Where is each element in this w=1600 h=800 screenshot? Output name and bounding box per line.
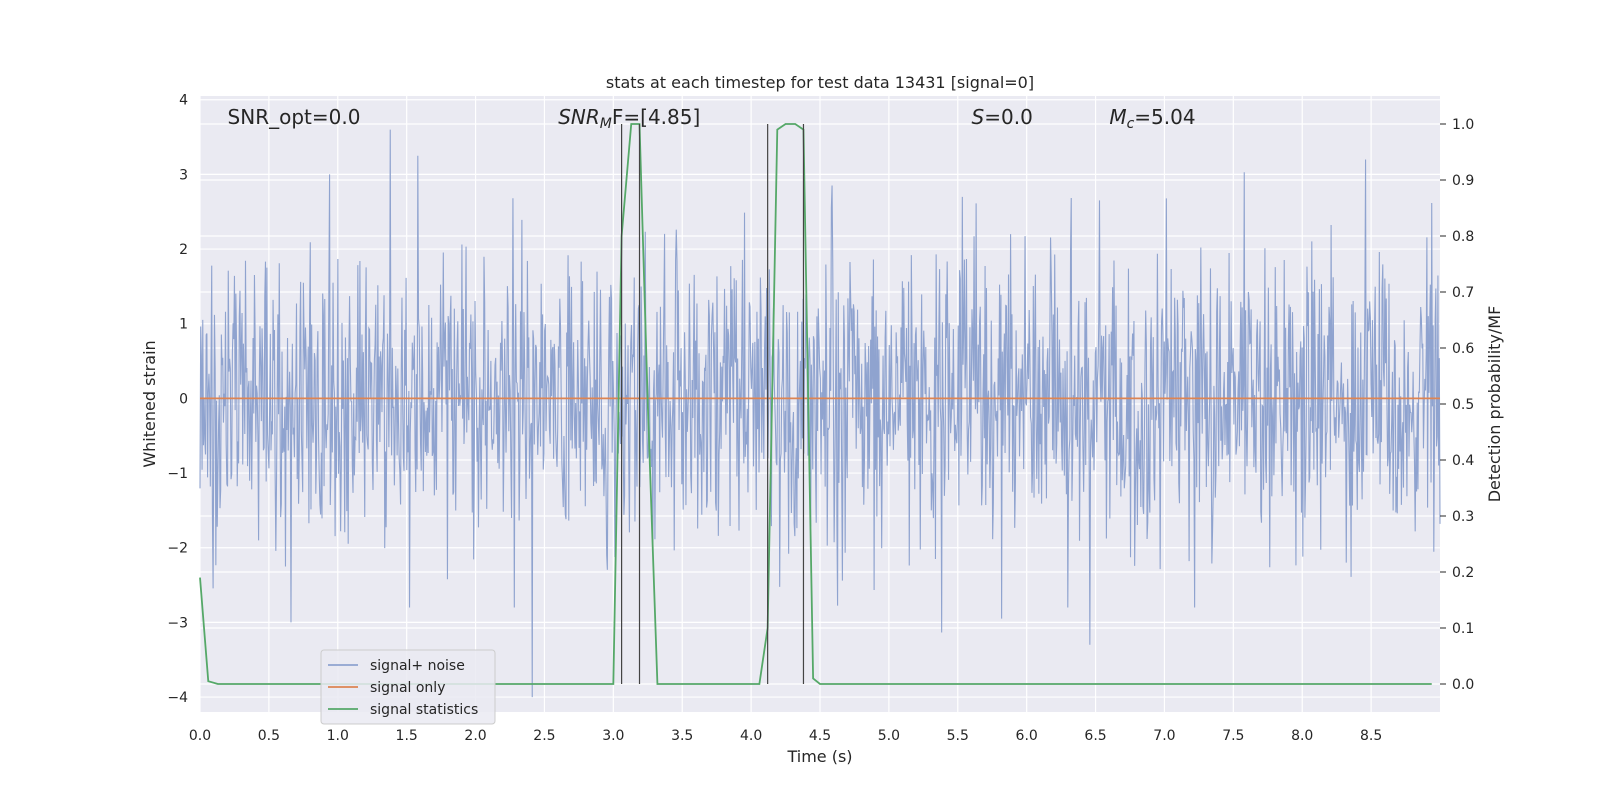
y-tick-label-left-3: −1 [167,466,188,482]
x-tick-label-1: 0.5 [258,728,280,744]
y-tick-label-left-1: −3 [167,615,188,631]
x-tick-label-12: 6.0 [1016,728,1038,744]
x-tick-label-16: 8.0 [1291,728,1313,744]
y-tick-label-left-8: 4 [179,93,188,109]
x-axis-label: Time (s) [786,747,852,766]
y-tick-label-left-4: 0 [179,391,188,407]
y-tick-label-right-8: 0.8 [1452,229,1474,245]
x-tick-label-0: 0.0 [189,728,211,744]
series-signal-noise [199,129,1441,698]
annotation-0: SNR_opt=0.0 [228,105,361,129]
y-tick-label-right-4: 0.4 [1452,453,1474,469]
y-axis-label-right: Detection probability/MF [1485,306,1504,503]
y-tick-label-right-6: 0.6 [1452,341,1474,357]
annotation-3: Mc=5.04 [1109,105,1195,132]
x-tick-label-5: 2.5 [533,728,555,744]
x-tick-label-6: 3.0 [602,728,624,744]
y-tick-label-left-0: −4 [167,690,188,706]
chart-title: stats at each timestep for test data 134… [606,73,1034,92]
x-tick-label-17: 8.5 [1360,728,1382,744]
y-ticks-left: −4 −3 −2 −1 0 1 2 3 4 [167,93,188,706]
y-tick-label-right-2: 0.2 [1452,565,1474,581]
y-tick-label-right-9: 0.9 [1452,173,1474,189]
annotation-2: S=0.0 [972,105,1033,129]
x-tick-label-8: 4.0 [740,728,762,744]
legend-label-signal-noise: signal+ noise [370,658,465,674]
y-axis-label-left: Whitened strain [140,340,159,467]
y-ticks-right: 0.0 0.1 0.2 0.3 0.4 0.5 0.6 0.7 0.8 0.9 1.0 [1440,117,1474,693]
y-tick-label-left-2: −2 [167,541,188,557]
legend-label-signal-only: signal only [370,680,445,696]
x-tick-label-2: 1.0 [327,728,349,744]
legend-label-signal-statistics: signal statistics [370,702,478,718]
x-tick-label-13: 6.5 [1084,728,1106,744]
y-tick-label-left-6: 2 [179,242,188,258]
x-tick-label-15: 7.5 [1222,728,1244,744]
y-tick-label-left-7: 3 [179,167,188,183]
x-tick-label-14: 7.0 [1153,728,1175,744]
x-tick-label-7: 3.5 [671,728,693,744]
x-tick-label-4: 2.0 [464,728,486,744]
y-tick-label-left-5: 1 [179,317,188,333]
y-tick-label-right-3: 0.3 [1452,509,1474,525]
x-ticks: 0.0 0.5 1.0 1.5 2.0 2.5 3.0 3.5 4.0 4.5 5.0 5.5 6.0 6… [189,728,1382,744]
x-tick-label-9: 4.5 [809,728,831,744]
noise-series [199,129,1441,698]
x-tick-label-10: 5.0 [878,728,900,744]
y-tick-label-right-5: 0.5 [1452,397,1474,413]
annotation-1: SNRMF=[4.85] [558,105,700,132]
vertical-markers [620,124,805,684]
legend: signal+ noise signal only signal statist… [320,649,496,725]
y-tick-label-right-7: 0.7 [1452,285,1474,301]
y-tick-label-right-0: 0.0 [1452,677,1474,693]
annotations: SNR_opt=0.0 SNRMF=[4.85] S=0.0 Mc=5.04 [228,105,1196,132]
x-tick-label-11: 5.5 [947,728,969,744]
x-tick-label-3: 1.5 [396,728,418,744]
y-tick-label-right-1: 0.1 [1452,621,1474,637]
y-tick-label-right-10: 1.0 [1452,117,1474,133]
legend-box [320,649,496,725]
